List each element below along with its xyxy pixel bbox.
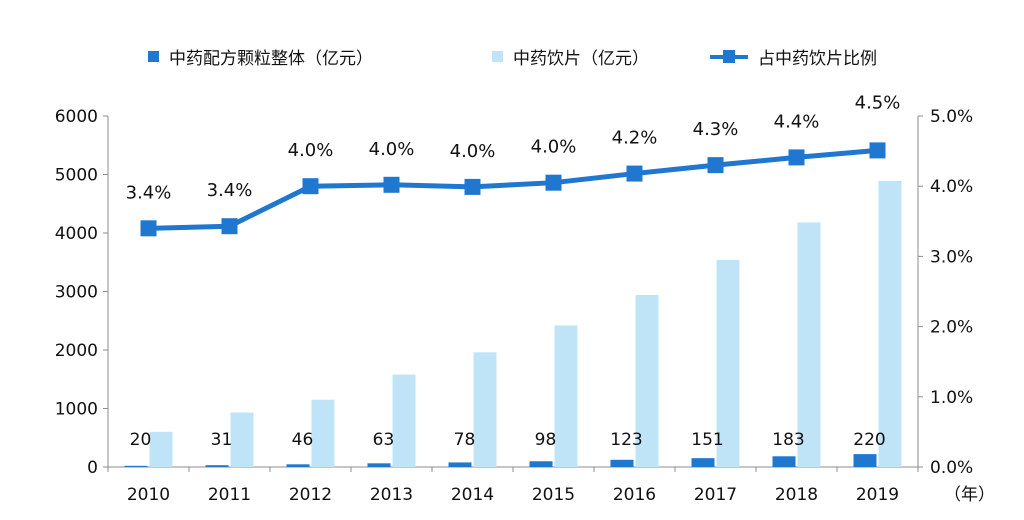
marker-ratio (626, 165, 643, 182)
marker-ratio (221, 218, 238, 235)
y-left-tick-label: 5000 (55, 166, 98, 186)
marker-ratio (707, 157, 724, 174)
data-label-ratio: 4.0% (288, 140, 334, 161)
data-label-granule: 63 (373, 430, 395, 450)
legend-swatch-pieces (492, 51, 503, 62)
y-right-tick-label: 5.0% (930, 107, 973, 127)
bar-pieces (635, 295, 659, 467)
legend-label-pieces: 中药饮片（亿元） (513, 49, 649, 69)
marker-ratio (302, 178, 319, 195)
bar-granule (691, 458, 715, 467)
data-label-ratio: 4.2% (612, 128, 658, 149)
data-label-ratio: 4.0% (531, 137, 577, 158)
x-tick-label: 2010 (127, 485, 170, 505)
bar-granule (367, 463, 391, 467)
data-label-granule: 183 (772, 430, 804, 450)
y-left-tick-label: 2000 (55, 341, 98, 361)
bar-granule (448, 462, 472, 467)
data-label-granule: 46 (292, 430, 314, 450)
marker-ratio (788, 149, 805, 166)
y-left-tick-label: 1000 (55, 400, 98, 420)
data-label-granule: 78 (454, 430, 476, 450)
x-tick-label: 2012 (289, 485, 332, 505)
data-label-ratio: 3.4% (207, 180, 253, 201)
legend-item-granule: 中药配方颗粒整体（亿元） (148, 44, 373, 69)
data-label-granule: 151 (691, 430, 723, 450)
x-tick-label: 2014 (451, 485, 494, 505)
marker-ratio (545, 174, 562, 191)
bar-granule (205, 465, 229, 467)
data-label-granule: 31 (211, 430, 233, 450)
bar-granule (772, 456, 796, 467)
x-tick-label: 2015 (532, 485, 575, 505)
bar-pieces (311, 399, 335, 467)
bar-granule (286, 464, 310, 467)
bar-granule (853, 454, 877, 467)
marker-ratio (383, 176, 400, 193)
bar-granule (610, 459, 634, 467)
line-ratio (148, 147, 878, 231)
legend-item-ratio: 占中药饮片比例 (710, 44, 877, 69)
legend-label-ratio: 占中药饮片比例 (758, 49, 877, 69)
bar-granule (529, 461, 553, 467)
data-label-ratio: 3.4% (126, 182, 172, 203)
data-label-ratio: 4.5% (855, 92, 901, 113)
y-right-tick-label: 1.0% (930, 388, 973, 408)
data-label-granule: 220 (853, 430, 885, 450)
data-label-ratio: 4.3% (693, 119, 739, 140)
bar-pieces (878, 180, 902, 467)
bar-pieces (554, 325, 578, 467)
bar-pieces (797, 222, 821, 467)
data-label-ratio: 4.4% (774, 111, 820, 132)
legend-label-granule: 中药配方颗粒整体（亿元） (169, 49, 373, 69)
bar-pieces (473, 352, 497, 467)
bar-pieces (230, 412, 254, 467)
legend: 中药配方颗粒整体（亿元） 中药饮片（亿元） 占中药饮片比例 (0, 44, 1024, 72)
bar-pieces (716, 259, 740, 467)
y-left-tick-label: 0 (87, 458, 98, 478)
legend-item-pieces: 中药饮片（亿元） (492, 44, 649, 69)
y-left-tick-label: 4000 (55, 224, 98, 244)
bar-pieces (392, 374, 416, 467)
data-label-granule: 98 (535, 430, 557, 450)
y-left-tick-label: 3000 (55, 283, 98, 303)
x-tick-label: 2018 (775, 485, 818, 505)
y-right-tick-label: 3.0% (930, 247, 973, 267)
marker-ratio (140, 220, 157, 237)
y-right-tick-label: 2.0% (930, 318, 973, 338)
data-label-granule: 20 (130, 430, 152, 450)
x-tick-label: 2013 (370, 485, 413, 505)
y-left-tick-label: 6000 (55, 107, 98, 127)
legend-swatch-ratio (710, 49, 748, 63)
x-tick-label: 2017 (694, 485, 737, 505)
x-tick-label: 2016 (613, 485, 656, 505)
data-label-ratio: 4.0% (369, 139, 415, 160)
bar-pieces (149, 431, 173, 467)
marker-ratio (869, 142, 886, 159)
x-tick-label: 2011 (208, 485, 251, 505)
data-label-granule: 123 (610, 430, 642, 450)
y-right-tick-label: 4.0% (930, 177, 973, 197)
x-tick-label: 2019 (856, 485, 899, 505)
y-right-tick-label: 0.0% (930, 458, 973, 478)
x-axis-unit: （年） (944, 485, 995, 505)
data-label-ratio: 4.0% (450, 141, 496, 162)
marker-ratio (464, 178, 481, 195)
legend-swatch-granule (148, 51, 159, 62)
bar-granule (124, 465, 148, 467)
